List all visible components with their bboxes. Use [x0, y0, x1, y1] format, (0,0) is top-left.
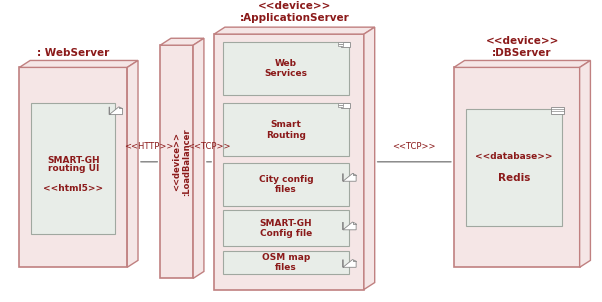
Polygon shape	[193, 38, 204, 278]
FancyBboxPatch shape	[338, 44, 343, 46]
Polygon shape	[343, 222, 356, 230]
FancyBboxPatch shape	[338, 103, 343, 105]
FancyBboxPatch shape	[338, 42, 343, 44]
FancyBboxPatch shape	[341, 103, 350, 108]
FancyBboxPatch shape	[223, 163, 349, 206]
Polygon shape	[19, 60, 138, 67]
Text: SMART-GH
Config file: SMART-GH Config file	[259, 219, 312, 238]
Polygon shape	[364, 27, 374, 290]
Text: OSM map
files: OSM map files	[262, 253, 310, 272]
Polygon shape	[214, 27, 374, 34]
Text: <<database>>: <<database>>	[475, 152, 553, 161]
Text: Web
Services: Web Services	[264, 59, 308, 79]
Text: : WebServer: : WebServer	[37, 48, 110, 58]
Polygon shape	[160, 38, 204, 45]
FancyBboxPatch shape	[223, 42, 349, 95]
Polygon shape	[343, 173, 356, 181]
FancyBboxPatch shape	[223, 210, 349, 246]
Text: City config
files: City config files	[259, 175, 313, 194]
Polygon shape	[127, 60, 138, 267]
Text: <<HTTP>>: <<HTTP>>	[125, 142, 174, 151]
Polygon shape	[580, 60, 591, 267]
Text: <<TCP>>: <<TCP>>	[393, 142, 436, 151]
Text: <<device>>
:ApplicationServer: <<device>> :ApplicationServer	[240, 2, 349, 23]
Text: SMART-GH: SMART-GH	[47, 156, 99, 165]
Text: <<TCP>>: <<TCP>>	[187, 142, 231, 151]
FancyBboxPatch shape	[214, 34, 364, 290]
FancyBboxPatch shape	[223, 251, 349, 274]
Text: <<device>>
:LoadBalancer: <<device>> :LoadBalancer	[172, 128, 191, 196]
FancyBboxPatch shape	[31, 104, 115, 234]
Text: <<html5>>: <<html5>>	[43, 184, 104, 193]
Text: routing UI: routing UI	[48, 164, 99, 173]
Polygon shape	[343, 259, 356, 267]
FancyBboxPatch shape	[341, 42, 350, 47]
Polygon shape	[454, 60, 591, 67]
Text: Smart
Routing: Smart Routing	[266, 120, 306, 140]
FancyBboxPatch shape	[454, 67, 580, 267]
Polygon shape	[109, 107, 122, 114]
FancyBboxPatch shape	[160, 45, 193, 278]
Text: Redis: Redis	[497, 173, 530, 183]
FancyBboxPatch shape	[223, 104, 349, 156]
FancyBboxPatch shape	[466, 109, 562, 226]
FancyBboxPatch shape	[19, 67, 127, 267]
FancyBboxPatch shape	[551, 107, 564, 114]
Text: <<device>>
:DBServer: <<device>> :DBServer	[485, 36, 559, 58]
FancyBboxPatch shape	[338, 105, 343, 107]
